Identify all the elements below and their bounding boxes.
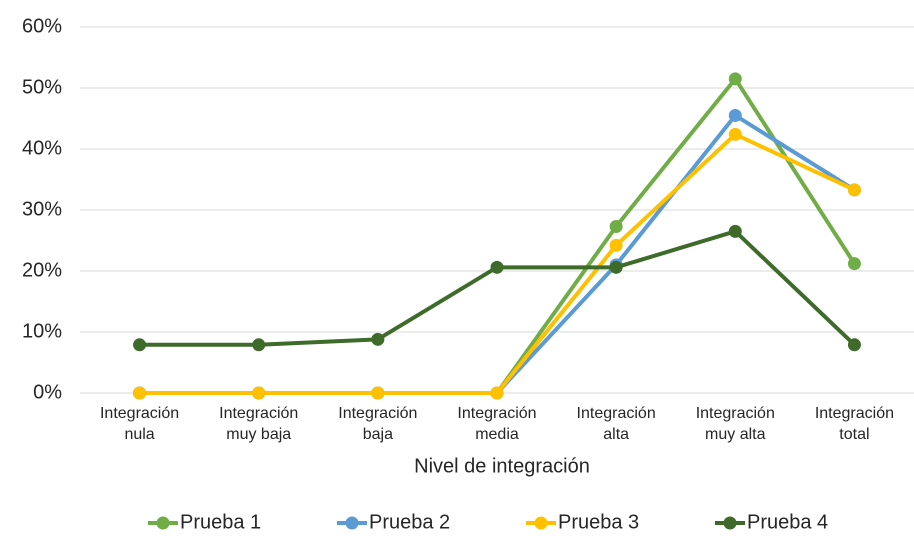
point bbox=[371, 332, 385, 346]
y-tick-label: 40% bbox=[22, 137, 62, 159]
x-tick-label: Integración bbox=[815, 405, 894, 422]
x-tick-label: alta bbox=[603, 426, 629, 443]
legend-marker bbox=[723, 516, 737, 530]
point bbox=[847, 338, 861, 352]
legend-label: Prueba 4 bbox=[747, 511, 828, 533]
x-tick-label: nula bbox=[124, 426, 154, 443]
point bbox=[252, 386, 266, 400]
point bbox=[847, 257, 861, 271]
x-tick-label: muy alta bbox=[705, 426, 766, 443]
point bbox=[490, 386, 504, 400]
y-tick-label: 30% bbox=[22, 198, 62, 220]
point bbox=[728, 108, 742, 122]
legend-label: Prueba 1 bbox=[180, 511, 261, 533]
legend-marker bbox=[534, 516, 548, 530]
point bbox=[133, 338, 147, 352]
point bbox=[728, 72, 742, 86]
point bbox=[609, 219, 623, 233]
point bbox=[609, 260, 623, 274]
x-axis-label: Nivel de integración bbox=[414, 455, 590, 477]
x-tick-label: baja bbox=[363, 426, 393, 443]
series-line bbox=[139, 113, 856, 395]
legend-label: Prueba 2 bbox=[369, 511, 450, 533]
y-tick-label: 0% bbox=[33, 381, 62, 403]
legend-label: Prueba 3 bbox=[558, 511, 639, 533]
y-tick-label: 10% bbox=[22, 320, 62, 342]
x-tick-label: muy baja bbox=[226, 426, 291, 443]
point bbox=[728, 127, 742, 141]
y-tick-label: 20% bbox=[22, 259, 62, 281]
x-tick-label: Integración bbox=[696, 405, 775, 422]
legend-marker bbox=[345, 516, 359, 530]
x-tick-label: Integración bbox=[219, 405, 298, 422]
point bbox=[133, 386, 147, 400]
x-tick-label: Integración bbox=[457, 405, 536, 422]
y-tick-label: 60% bbox=[22, 15, 62, 37]
point bbox=[728, 224, 742, 238]
x-tick-label: total bbox=[839, 426, 869, 443]
point bbox=[847, 183, 861, 197]
x-tick-label: Integración bbox=[338, 405, 417, 422]
series-line bbox=[139, 229, 856, 347]
y-tick-label: 50% bbox=[22, 76, 62, 98]
point bbox=[490, 260, 504, 274]
x-tick-label: Integración bbox=[100, 405, 179, 422]
point bbox=[252, 338, 266, 352]
point bbox=[371, 386, 385, 400]
x-tick-label: media bbox=[475, 426, 519, 443]
point bbox=[609, 238, 623, 252]
x-tick-label: Integración bbox=[577, 405, 656, 422]
legend-marker bbox=[156, 516, 170, 530]
